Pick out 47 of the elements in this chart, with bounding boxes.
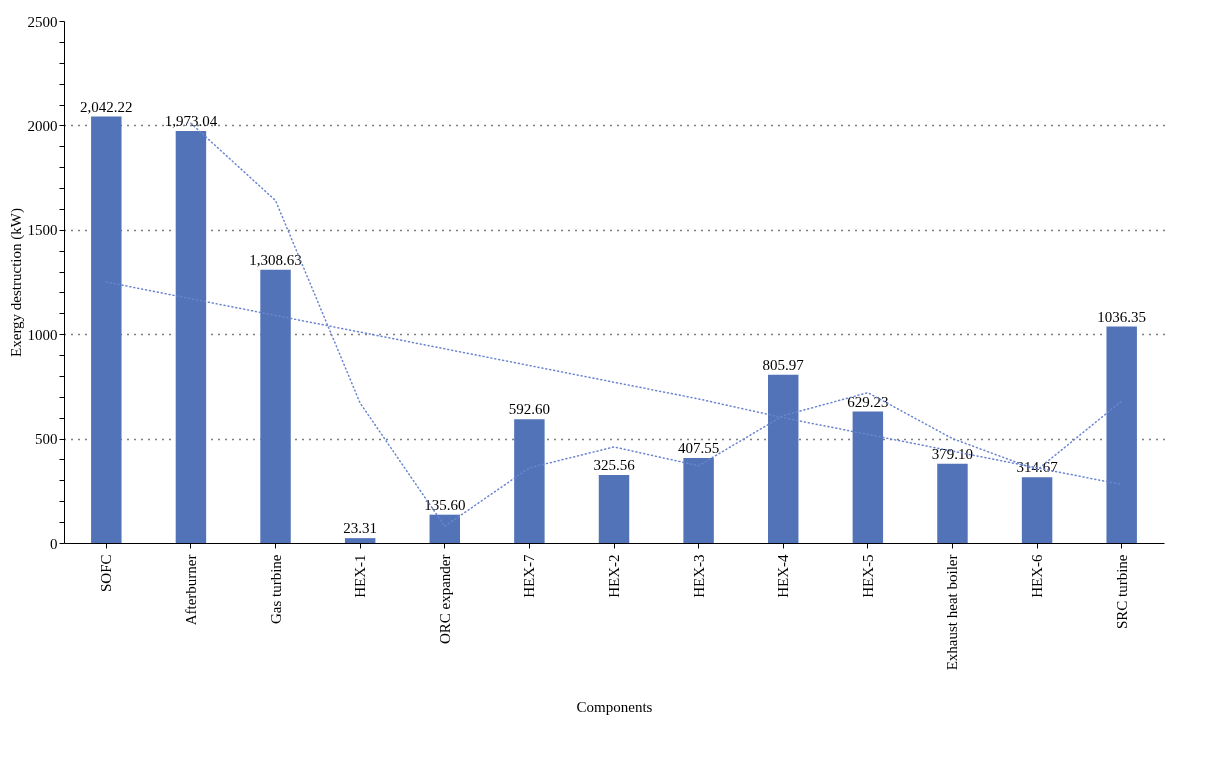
data-label: 805.97 <box>762 356 805 373</box>
x-tick-label: HEX-5 <box>859 554 876 598</box>
data-label: 379.10 <box>931 445 974 462</box>
x-tick-label: SOFC <box>98 554 115 593</box>
bar <box>1021 477 1053 543</box>
y-tick-label: 2000 <box>27 117 58 134</box>
y-tick-label: 1000 <box>27 326 58 343</box>
y-tick-label: 500 <box>35 431 58 448</box>
bar <box>937 463 968 543</box>
y-tick-label: 2500 <box>27 13 58 30</box>
x-tick-label: HEX-4 <box>775 554 792 598</box>
bar <box>260 269 291 543</box>
data-label: 592.60 <box>508 401 551 418</box>
x-tick-label: HEX-7 <box>521 554 538 598</box>
data-label: 407.55 <box>677 439 720 456</box>
data-label: 325.56 <box>593 457 636 474</box>
x-tick-label: HEX-2 <box>606 554 622 598</box>
bar <box>1106 326 1137 543</box>
bar <box>852 411 884 543</box>
data-label: 1036.35 <box>1097 308 1147 325</box>
x-tick-label: ORC expander <box>436 554 453 645</box>
data-label: 314.67 <box>1016 459 1059 476</box>
data-label: 629.23 <box>847 393 889 410</box>
data-label: 2,042.22 <box>80 98 133 115</box>
bar <box>598 475 630 543</box>
bar <box>429 514 460 543</box>
x-tick-label: Exhaust heat boiler <box>944 554 961 671</box>
y-axis-title: Exergy destruction (kW) <box>7 208 25 357</box>
x-axis-title: Components <box>576 699 653 716</box>
x-tick-label: Gas turbine <box>267 554 284 625</box>
x-tick-label: HEX-1 <box>352 554 369 598</box>
bar <box>175 131 207 543</box>
y-tick-label: 0 <box>50 535 58 552</box>
bar <box>514 419 545 543</box>
bar <box>768 374 799 543</box>
x-tick-label: SRC turbine <box>1113 554 1130 630</box>
bar <box>344 538 376 543</box>
data-label: 135.60 <box>424 496 466 513</box>
data-label: 23.31 <box>343 520 378 537</box>
y-tick-label: 1500 <box>27 222 58 239</box>
data-label: 1,973.04 <box>164 113 218 130</box>
x-tick-label: Afterburner <box>182 554 199 626</box>
bar <box>91 116 122 543</box>
data-label: 1,308.63 <box>249 251 302 268</box>
x-tick-label: HEX-6 <box>1029 554 1046 598</box>
x-tick-label: HEX-3 <box>690 554 707 598</box>
bar <box>683 457 714 543</box>
